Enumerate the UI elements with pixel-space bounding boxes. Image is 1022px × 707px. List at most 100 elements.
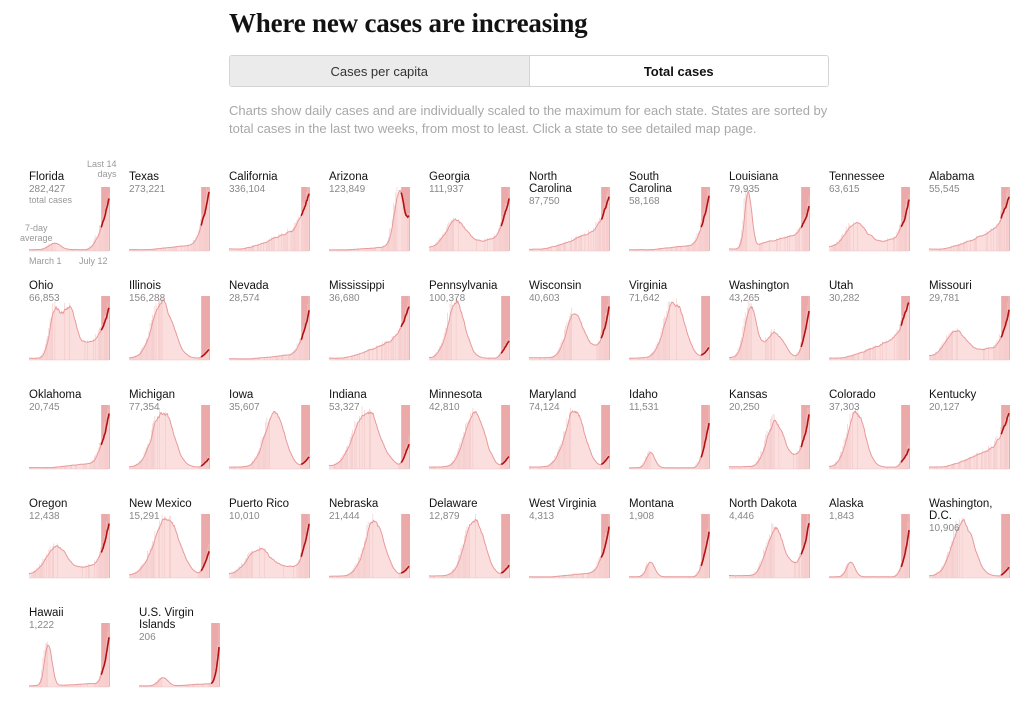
state-card[interactable]: Oregon 12,438 — [28, 498, 125, 598]
state-card[interactable]: Alabama 55,545 — [928, 171, 1022, 271]
total-cases-button[interactable]: Total cases — [529, 56, 828, 86]
state-card[interactable]: North Dakota 4,446 — [728, 498, 825, 598]
state-name: Iowa — [229, 389, 254, 401]
seven-day-average-line — [728, 190, 802, 250]
state-name: Colorado — [829, 389, 876, 401]
state-total-cases: 4,446 — [729, 510, 755, 522]
state-card[interactable]: Kentucky 20,127 — [928, 389, 1022, 489]
state-card[interactable]: Delaware 12,879 — [428, 498, 525, 598]
state-card[interactable]: Washington, D.C. 10,906 — [928, 498, 1022, 598]
state-card[interactable]: Kansas 20,250 — [728, 389, 825, 489]
state-card[interactable]: South Carolina 58,168 — [628, 171, 725, 271]
state-name: Alabama — [929, 171, 975, 183]
state-card[interactable]: Nevada 28,574 — [228, 280, 325, 380]
seven-day-average-line — [328, 519, 402, 577]
state-card[interactable]: U.S. Virgin Islands 206 — [138, 607, 235, 707]
state-card[interactable]: Pennsylvania 100,378 — [428, 280, 525, 380]
state-chart — [728, 187, 810, 252]
state-name: Missouri — [929, 280, 972, 292]
last-14-days-band — [211, 623, 220, 687]
state-card[interactable]: Iowa 35,607 — [228, 389, 325, 489]
daily-cases-area — [929, 413, 1009, 469]
state-card[interactable]: Montana 1,908 — [628, 498, 725, 598]
daily-cases-area — [29, 198, 109, 251]
recent-average-line — [1000, 412, 1010, 435]
state-card[interactable]: Tennessee 63,615 — [828, 171, 925, 271]
daily-cases-area — [629, 423, 709, 469]
state-card[interactable]: Minnesota 42,810 — [428, 389, 525, 489]
metric-toggle[interactable]: Cases per capita Total cases — [229, 55, 829, 87]
state-total-cases: 11,531 — [629, 401, 659, 413]
state-card[interactable]: Illinois 156,288 — [129, 280, 225, 380]
state-card[interactable]: Wisconsin 40,603 — [528, 280, 625, 380]
state-chart — [228, 187, 310, 252]
recent-average-line — [600, 526, 610, 558]
state-card[interactable]: Missouri 29,781 — [928, 280, 1022, 380]
state-card[interactable]: Maryland 74,124 — [528, 389, 625, 489]
recent-average-line — [800, 414, 810, 448]
state-chart — [928, 187, 1010, 252]
state-name: Utah — [829, 280, 854, 292]
state-card[interactable]: Virginia 71,642 — [628, 280, 725, 380]
recent-average-line — [600, 455, 610, 465]
state-card[interactable]: Florida 282,427 total cases Last 14 days 7-d… — [20, 159, 125, 271]
daily-cases-area — [429, 300, 509, 360]
state-chart — [128, 405, 210, 470]
seven-day-average-line — [628, 561, 702, 578]
cases-per-capita-button[interactable]: Cases per capita — [230, 56, 530, 86]
recent-average-line — [900, 448, 910, 463]
last-14-days-label: Last 14 days — [87, 159, 117, 179]
last-14-days-band — [401, 405, 410, 469]
state-name: U.S. Virgin Islands — [139, 607, 194, 631]
state-total-cases: 4,313 — [529, 510, 555, 522]
state-card[interactable]: Indiana 53,327 — [328, 389, 425, 489]
state-card[interactable]: North Carolina 87,750 — [528, 171, 625, 271]
state-name: Hawaii — [29, 607, 64, 619]
state-card[interactable]: Alaska 1,843 — [828, 498, 925, 598]
last-14-days-band — [601, 405, 610, 469]
state-card[interactable]: Puerto Rico 10,010 — [228, 498, 325, 598]
state-card[interactable]: Hawaii 1,222 — [28, 607, 125, 707]
state-name: Oklahoma — [29, 389, 82, 401]
state-card[interactable]: Arizona 123,849 — [328, 171, 425, 271]
state-card[interactable]: Texas 273,221 — [128, 171, 225, 271]
recent-average-line — [300, 523, 310, 557]
state-card[interactable]: Georgia 111,937 — [428, 171, 525, 271]
state-card[interactable]: West Virginia 4,313 — [528, 498, 625, 598]
state-card[interactable]: Michigan 77,354 — [128, 389, 225, 489]
daily-cases-area — [229, 310, 309, 360]
seven-day-average-line — [129, 299, 202, 359]
seven-day-average-line — [528, 219, 602, 250]
state-name: California — [229, 171, 278, 183]
chart-description: Charts show daily cases and are individu… — [229, 103, 828, 136]
seven-day-average-line — [128, 412, 202, 468]
seven-day-average-line — [628, 226, 702, 251]
state-card[interactable]: Colorado 37,303 — [828, 389, 925, 489]
daily-cases-area — [139, 647, 219, 687]
state-total-cases: 20,127 — [929, 401, 960, 413]
state-card[interactable]: Utah 30,282 — [828, 280, 925, 380]
state-chart — [328, 405, 410, 470]
state-card[interactable]: Mississippi 36,680 — [328, 280, 425, 380]
state-card[interactable]: Washington 43,265 — [728, 280, 825, 380]
state-card[interactable]: Idaho 11,531 — [628, 389, 725, 489]
state-card[interactable]: Oklahoma 20,745 — [29, 389, 125, 489]
recent-average-line — [1000, 566, 1010, 576]
last-14-days-band — [501, 405, 510, 469]
state-chart — [828, 187, 910, 252]
seven-day-average-line — [528, 313, 602, 359]
state-card[interactable]: California 336,104 — [228, 171, 325, 271]
state-name: Nevada — [229, 280, 269, 292]
seven-day-average-line — [628, 451, 702, 469]
daily-cases-area — [329, 306, 409, 360]
state-name: Tennessee — [829, 171, 885, 183]
state-card[interactable]: Nebraska 21,444 — [328, 498, 425, 598]
last-14-days-band — [201, 514, 210, 578]
state-card[interactable]: Louisiana 79,935 — [728, 171, 825, 271]
state-card[interactable]: New Mexico 15,291 — [128, 498, 225, 598]
state-name: Arizona — [329, 171, 368, 183]
state-chart — [528, 514, 610, 579]
recent-average-line — [500, 455, 510, 466]
seven-day-average-line — [428, 410, 502, 468]
state-card[interactable]: Ohio 66,853 — [28, 280, 125, 380]
